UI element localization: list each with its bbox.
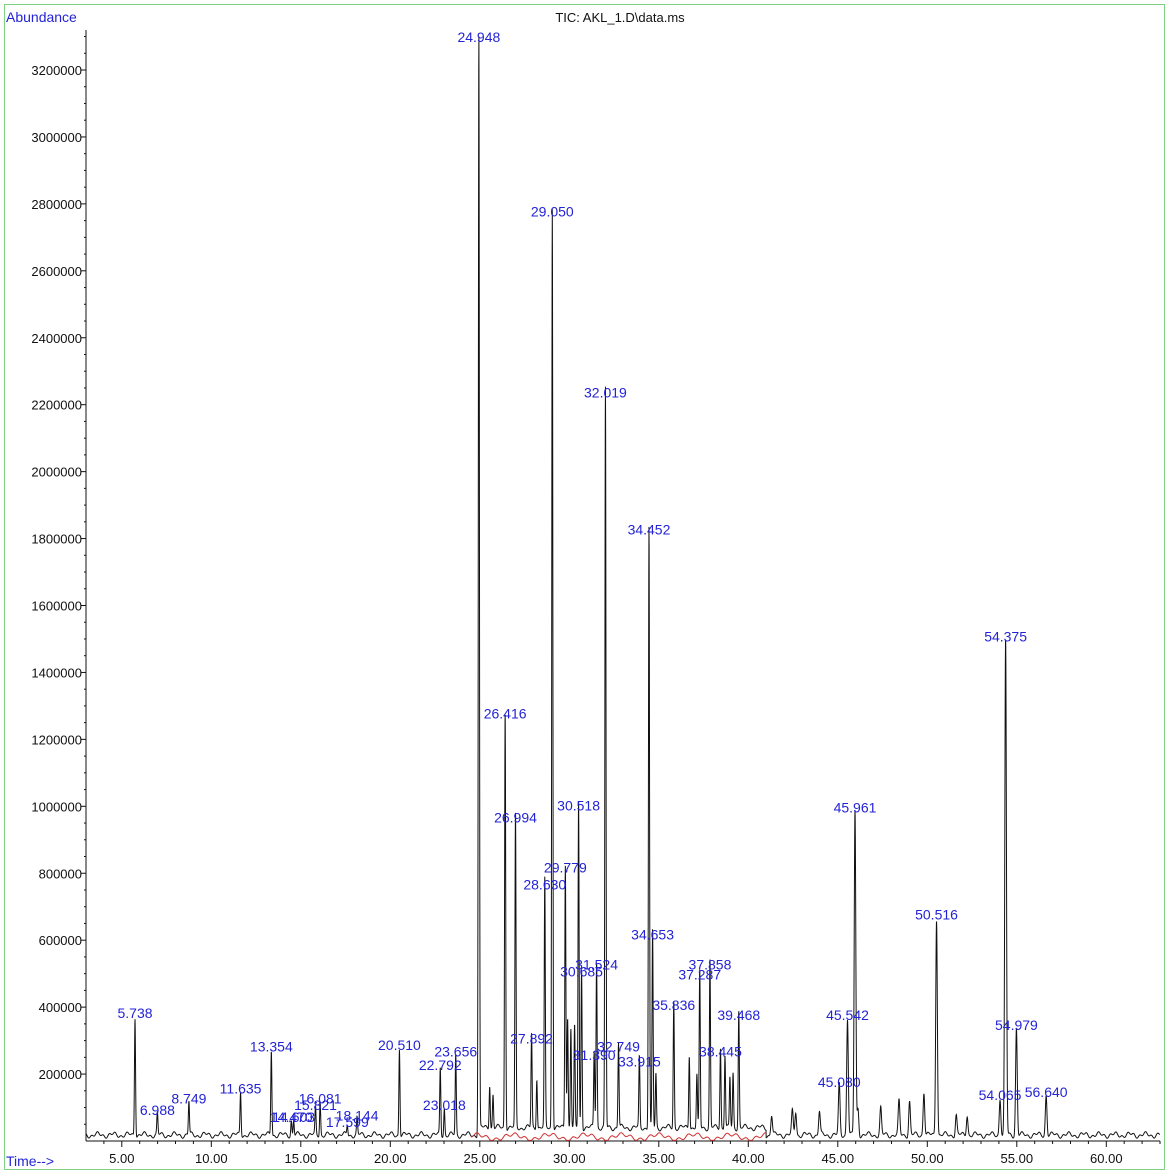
peak-label: 37.287 <box>678 967 721 983</box>
x-tick-label: 60.00 <box>1090 1151 1123 1166</box>
peak-label: 20.510 <box>378 1037 421 1053</box>
baseline-line <box>470 1132 767 1141</box>
tic-line <box>85 36 1161 1139</box>
peak-label: 6.988 <box>140 1102 175 1118</box>
peak-label: 54.979 <box>995 1017 1038 1033</box>
peak-label: 22.792 <box>419 1057 462 1073</box>
peak-label: 26.416 <box>484 706 527 722</box>
y-tick-label: 1200000 <box>31 732 82 747</box>
y-tick-label: 400000 <box>39 1000 82 1015</box>
y-tick-label: 3200000 <box>31 63 82 78</box>
peak-label: 11.635 <box>220 1080 262 1096</box>
peak-label: 56.640 <box>1025 1084 1068 1100</box>
chart-frame <box>4 4 1165 1170</box>
axes: 200000 400000 600000 800000 1000000 1200000 14… <box>31 30 1161 1166</box>
x-tick-label: 10.00 <box>195 1151 228 1166</box>
peak-label: 54.065 <box>979 1087 1022 1103</box>
peak-label: 27.892 <box>510 1030 553 1046</box>
peak-label: 5.738 <box>117 1005 152 1021</box>
peak-label: 54.375 <box>984 629 1027 645</box>
peak-label: 37.858 <box>689 957 732 973</box>
x-tick-label: 45.00 <box>822 1151 855 1166</box>
peak-label: 39.468 <box>717 1007 760 1023</box>
y-tick-label: 600000 <box>39 933 82 948</box>
peak-label: 34.452 <box>628 522 671 538</box>
y-tick-label: 200000 <box>39 1067 82 1082</box>
peak-label: 33.915 <box>618 1054 661 1070</box>
peak-label: 28.630 <box>523 876 566 892</box>
y-tick-label: 2200000 <box>31 398 82 413</box>
y-tick-label: 2400000 <box>31 331 82 346</box>
x-tick-label: 20.00 <box>374 1151 407 1166</box>
peak-label: 15.821 <box>294 1097 337 1113</box>
x-axis-label: Time--> <box>6 1153 54 1169</box>
peak-label: 35.836 <box>652 997 695 1013</box>
peak-label: 14.603 <box>272 1109 315 1125</box>
y-tick-label: 1800000 <box>31 532 82 547</box>
peak-label: 16.081 <box>299 1091 342 1107</box>
peak-label: 31.524 <box>575 957 618 973</box>
peak-label: 23.656 <box>434 1044 477 1060</box>
peak-label: 13.354 <box>250 1039 293 1055</box>
peak-label: 29.779 <box>544 860 587 876</box>
x-tick-label: 55.00 <box>1001 1151 1034 1166</box>
x-tick-label: 30.00 <box>553 1151 586 1166</box>
peak-labels: 5.7386.9888.74911.63513.35414.47014.6031… <box>117 29 1067 1130</box>
chart-title: TIC: AKL_1.D\data.ms <box>555 10 685 25</box>
peak-label: 32.019 <box>584 384 627 400</box>
x-tick-label: 35.00 <box>643 1151 676 1166</box>
peak-label: 24.948 <box>457 29 500 45</box>
peak-label: 23.018 <box>423 1097 466 1113</box>
peak-label: 17.599 <box>326 1114 369 1130</box>
tic-trace <box>85 36 1161 1141</box>
y-tick-label: 1600000 <box>31 599 82 614</box>
peak-label: 18.144 <box>336 1107 379 1123</box>
peak-label: 34.653 <box>631 927 674 943</box>
y-tick-label: 1400000 <box>31 665 82 680</box>
y-tick-label: 1000000 <box>31 799 82 814</box>
y-tick-label: 800000 <box>39 866 82 881</box>
x-tick-label: 5.00 <box>109 1151 134 1166</box>
peak-label: 8.749 <box>171 1091 206 1107</box>
y-tick-label: 2600000 <box>31 264 82 279</box>
y-tick-label: 3000000 <box>31 130 82 145</box>
peak-label: 26.994 <box>494 809 537 825</box>
x-tick-label: 15.00 <box>285 1151 318 1166</box>
peak-label: 29.050 <box>531 204 574 220</box>
peak-label: 45.080 <box>818 1074 861 1090</box>
y-tick-label: 2800000 <box>31 197 82 212</box>
peak-label: 38.445 <box>699 1044 742 1060</box>
x-tick-label: 25.00 <box>464 1151 497 1166</box>
peak-label: 31.390 <box>573 1047 616 1063</box>
x-tick-label: 50.00 <box>911 1151 944 1166</box>
peak-label: 45.542 <box>826 1007 869 1023</box>
peak-label: 14.470 <box>270 1109 313 1125</box>
peak-label: 50.516 <box>915 906 958 922</box>
y-tick-label: 2000000 <box>31 465 82 480</box>
peak-label: 30.518 <box>557 798 600 814</box>
peak-label: 45.961 <box>834 799 877 815</box>
peak-label: 32.749 <box>597 1039 640 1055</box>
x-tick-label: 40.00 <box>732 1151 765 1166</box>
y-axis-label: Abundance <box>6 9 77 25</box>
peak-label: 30.685 <box>560 963 603 979</box>
